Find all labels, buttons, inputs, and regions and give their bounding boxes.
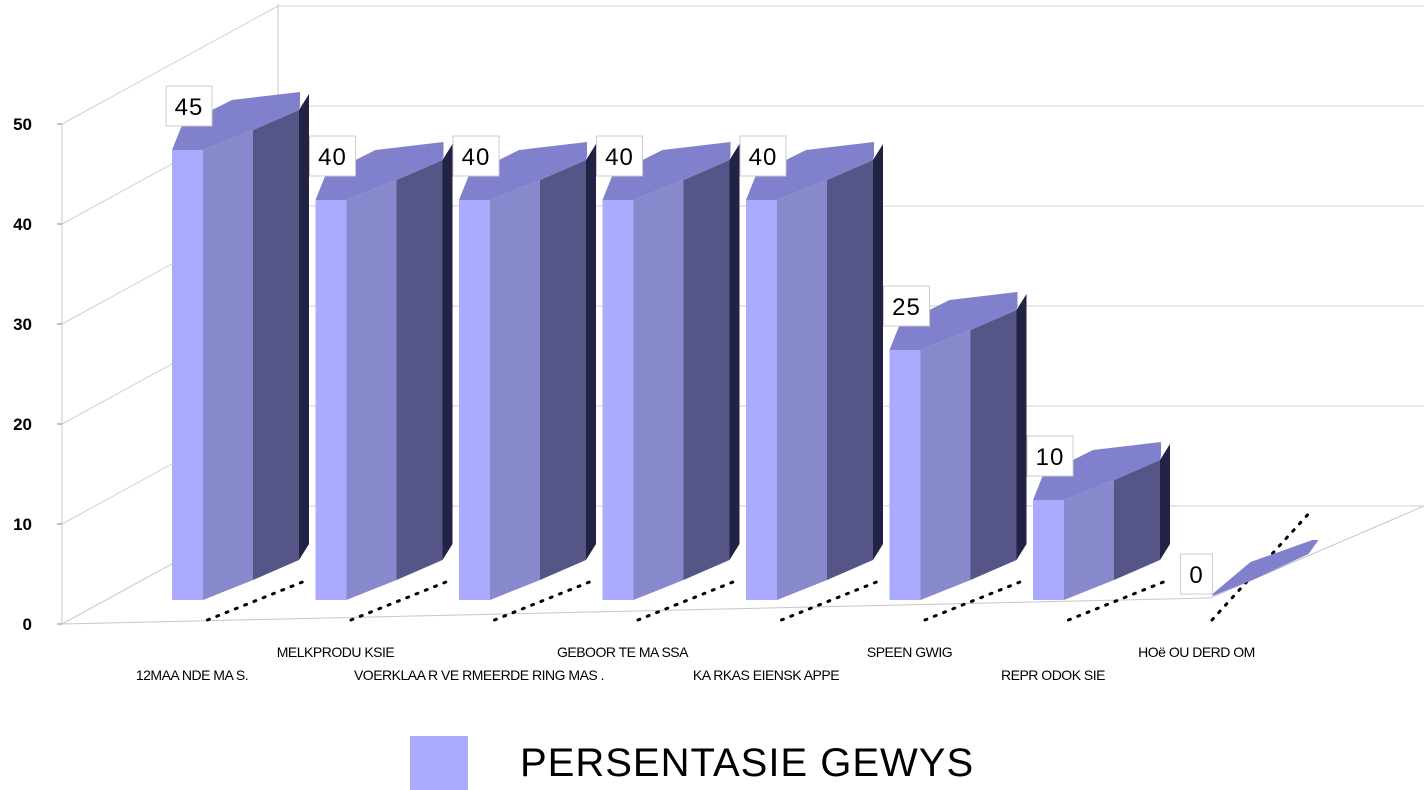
category-label: HOë OU DERD OM — [1138, 644, 1255, 660]
bar-edge-face — [299, 94, 309, 560]
data-label-box — [1026, 435, 1074, 477]
category-label: MELKPRODU KSIE — [277, 644, 395, 660]
y-axis: 0 10 20 30 40 50 — [13, 115, 62, 634]
bar-top-face — [1033, 442, 1161, 500]
bar-top-face — [172, 92, 300, 150]
legend-label: PERSENTASIE GEWYS — [520, 740, 975, 785]
bar-back-face — [827, 160, 873, 580]
bar-side-face — [203, 130, 253, 600]
data-label: 0 — [1189, 562, 1203, 589]
bar-back-face — [396, 160, 443, 580]
x-axis: 12MAA NDE MA S. MELKPRODU KSIE VOERKLAA R … — [136, 508, 1314, 683]
bar-top-face — [602, 142, 731, 200]
bar-front-face — [315, 200, 347, 600]
bar — [315, 142, 453, 600]
category-divider — [1067, 578, 1170, 622]
data-label-box — [883, 285, 930, 327]
bar-back-face — [970, 310, 1017, 580]
bar — [459, 142, 596, 600]
bar-edge-face — [729, 144, 740, 560]
bar-edge-face — [873, 144, 883, 560]
bar-top-face — [889, 292, 1018, 350]
data-label: 40 — [749, 144, 778, 171]
data-label-box — [165, 85, 213, 127]
bar — [1033, 442, 1170, 600]
category-divider — [923, 578, 1027, 622]
bar-front-face — [172, 150, 203, 600]
bar-back-face — [540, 160, 586, 580]
category-label: GEBOOR TE MA SSA — [557, 644, 689, 660]
bar-back-face — [253, 110, 299, 580]
bar — [1212, 540, 1319, 596]
bar-side-face — [633, 180, 684, 600]
y-tick-label: 50 — [13, 115, 32, 134]
data-label-box — [452, 135, 500, 177]
legend-swatch — [410, 736, 468, 790]
bar-front-face — [746, 200, 777, 600]
data-label-box — [596, 135, 643, 177]
category-label: 12MAA NDE MA S. — [136, 667, 248, 683]
bar-side-face — [777, 180, 827, 600]
bar-back-face — [683, 160, 730, 580]
bar-flat-face — [1212, 540, 1319, 596]
y-tick-label: 10 — [13, 515, 32, 534]
bar-front-face — [889, 350, 921, 600]
y-tick-label: 20 — [13, 415, 32, 434]
bar-top-face — [315, 142, 444, 200]
category-label: VOERKLAA R VE RMEERDE RING MAS . — [354, 667, 604, 683]
data-label: 10 — [1036, 444, 1065, 471]
data-label: 25 — [892, 294, 921, 321]
bar — [889, 292, 1027, 600]
floor-right-edge — [1209, 505, 1424, 599]
gridline-side-50 — [61, 5, 279, 125]
data-label-box — [739, 135, 787, 177]
category-divider — [636, 578, 740, 622]
bar-front-face — [602, 200, 634, 600]
bar-edge-face — [442, 144, 453, 560]
bar-front-face — [459, 200, 490, 600]
data-label: 40 — [462, 144, 491, 171]
y-tick-label: 0 — [23, 615, 32, 634]
bar-side-face — [1064, 480, 1114, 600]
bar-edge-face — [1016, 294, 1027, 560]
category-label: SPEEN GWIG — [867, 644, 952, 660]
y-tick-label: 30 — [13, 315, 32, 334]
data-label: 40 — [605, 144, 634, 171]
bar-back-face — [1114, 460, 1160, 580]
data-label: 45 — [175, 94, 204, 121]
bar-edge-face — [586, 144, 596, 560]
bar — [602, 142, 740, 600]
bar-top-face — [459, 142, 587, 200]
bar-top-face — [746, 142, 874, 200]
bar-side-face — [346, 180, 397, 600]
category-divider — [493, 578, 596, 622]
y-tick-label: 40 — [13, 215, 32, 234]
bars — [172, 92, 1319, 600]
bar — [746, 142, 883, 600]
legend: PERSENTASIE GEWYS — [410, 736, 974, 790]
bar-edge-face — [1160, 444, 1170, 560]
category-label: REPR ODOK SIE — [1001, 667, 1105, 683]
category-divider — [206, 578, 309, 622]
bar-front-face — [1033, 500, 1064, 600]
bar-chart: 0 10 20 30 40 50 12MAA NDE MA S. MELKPRODU KSI… — [13, 4, 1424, 683]
floor-front-edge — [61, 597, 1211, 625]
bar-side-face — [490, 180, 540, 600]
bar — [172, 92, 309, 600]
category-divider — [349, 578, 453, 622]
category-label: KA RKAS EIENSK APPE — [693, 667, 839, 683]
data-label-box — [1180, 553, 1213, 595]
data-label: 40 — [318, 144, 347, 171]
bar-side-face — [920, 330, 971, 600]
data-labels: 45 40 40 40 40 25 10 0 — [165, 85, 1213, 595]
category-divider — [780, 578, 883, 622]
data-label-box — [309, 135, 356, 177]
